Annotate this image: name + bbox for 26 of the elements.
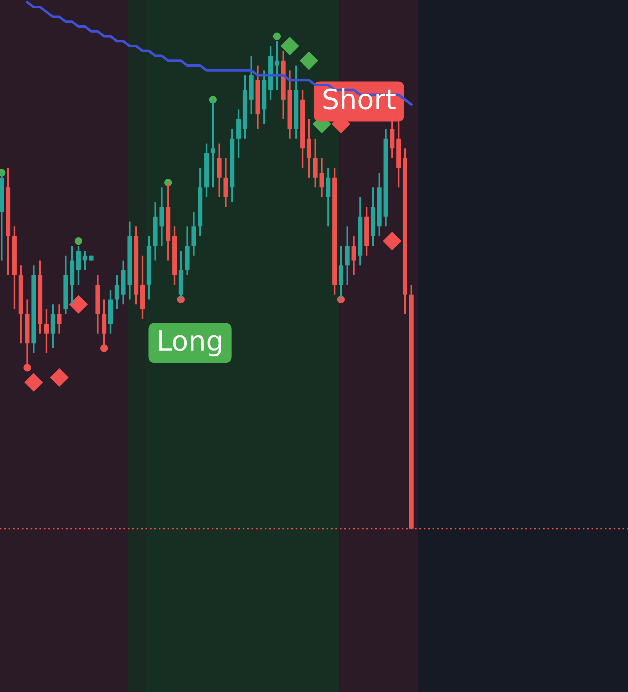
candlestick <box>57 304 62 335</box>
candlestick <box>44 308 49 354</box>
candlestick <box>352 236 356 276</box>
candlestick <box>345 226 350 286</box>
point <box>383 232 402 251</box>
candlestick <box>274 40 280 92</box>
candlestick <box>224 158 228 208</box>
annotation: Long <box>159 330 222 357</box>
candlestick <box>76 245 81 286</box>
point <box>50 368 69 388</box>
candlestick <box>313 138 318 188</box>
candlestick <box>114 274 120 310</box>
candlestick <box>306 118 312 179</box>
point <box>74 237 83 246</box>
point <box>273 32 281 40</box>
candlestick <box>192 211 196 257</box>
candlestick <box>236 108 242 160</box>
candlestick <box>217 142 222 198</box>
point <box>69 295 88 314</box>
candlestick <box>50 304 56 350</box>
point <box>280 36 300 56</box>
annotation: Short <box>324 88 396 110</box>
point <box>24 373 44 392</box>
candlestick <box>326 167 331 228</box>
candlestick <box>82 250 88 272</box>
point <box>300 52 319 70</box>
